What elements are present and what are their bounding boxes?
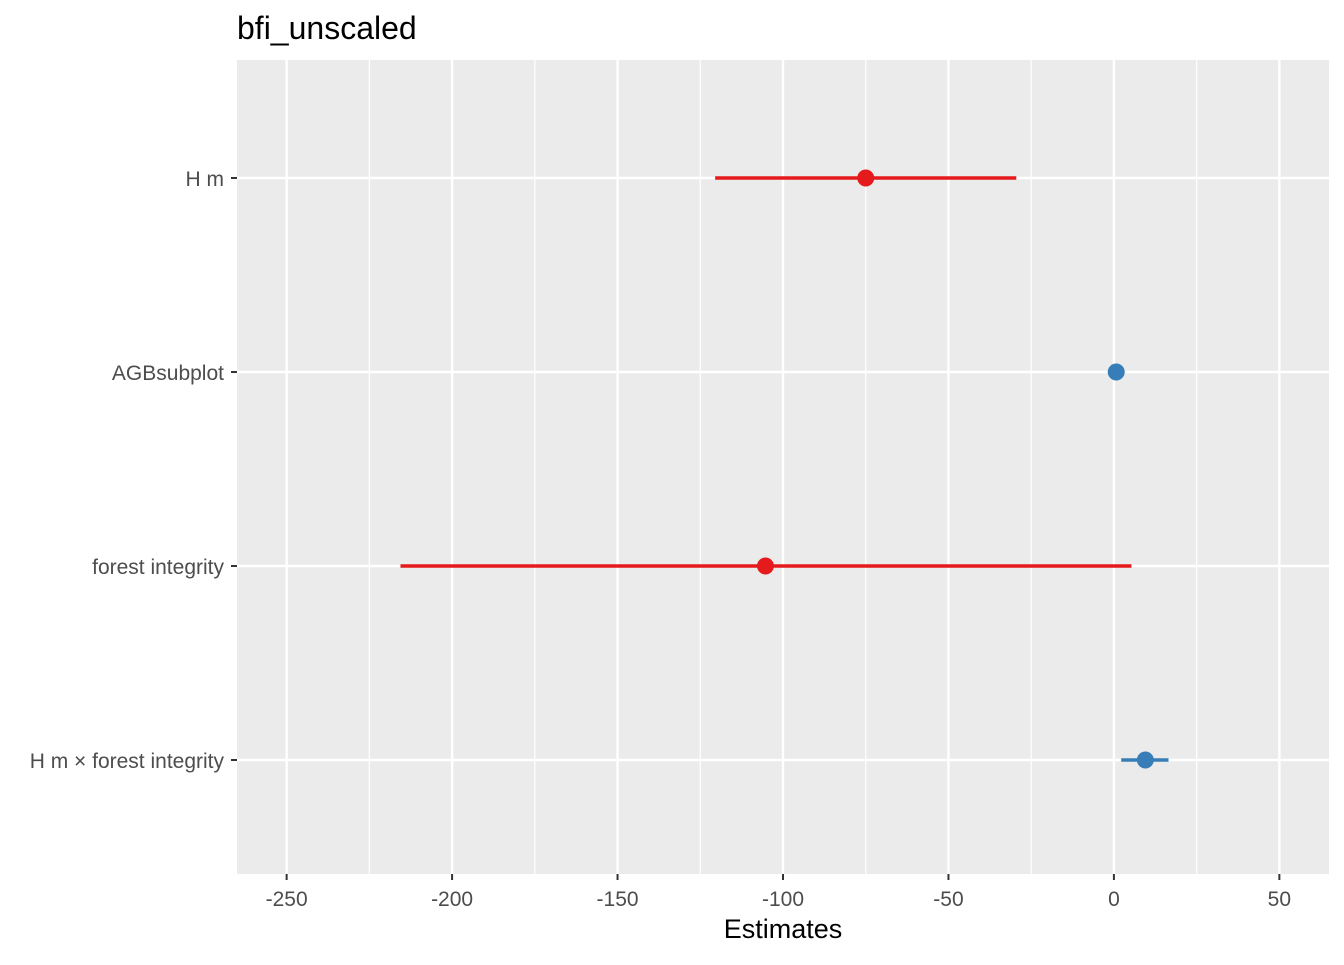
x-tick-label: -150 — [597, 888, 639, 911]
x-axis: -250 -200 -150 -100 -50 0 50 — [266, 874, 1291, 911]
minor-gridlines — [368, 60, 1198, 874]
x-tick-label: -250 — [266, 888, 308, 911]
y-tick-label: H m × forest integrity — [30, 750, 225, 773]
y-tick-label: H m — [186, 168, 225, 191]
x-axis-title: Estimates — [724, 914, 843, 944]
chart-title: bfi_unscaled — [237, 10, 417, 46]
x-tick-label: -200 — [431, 888, 473, 911]
point-estimate — [1136, 751, 1154, 769]
x-tick-label: -100 — [762, 888, 804, 911]
point-estimate — [857, 169, 875, 187]
y-tick-label: forest integrity — [92, 556, 224, 579]
y-tick-label: AGBsubplot — [112, 362, 224, 385]
coefficient-marks — [400, 169, 1169, 769]
point-estimate — [1107, 363, 1125, 381]
x-tick-label: -50 — [933, 888, 963, 911]
x-tick-label: 0 — [1108, 888, 1120, 911]
point-estimate — [756, 557, 774, 575]
y-axis: H m AGBsubplot forest integrity H m × fores… — [30, 168, 237, 773]
x-tick-label: 50 — [1268, 888, 1291, 911]
